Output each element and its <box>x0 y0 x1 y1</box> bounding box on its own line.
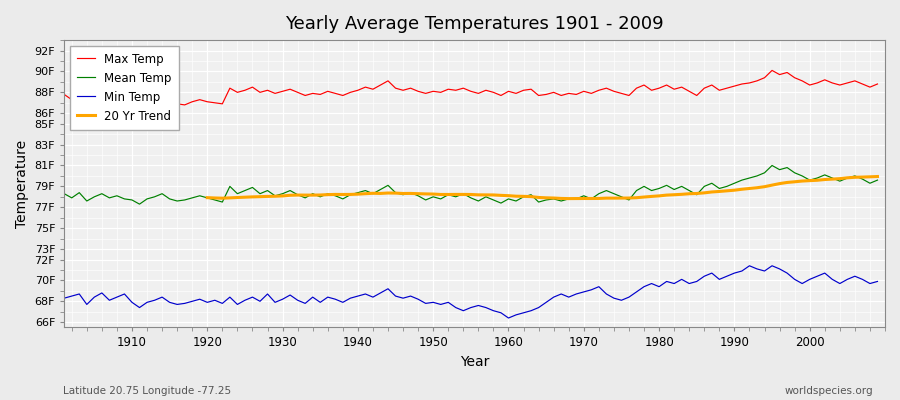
20 Yr Trend <box>563 196 574 201</box>
Line: Mean Temp: Mean Temp <box>64 166 878 204</box>
X-axis label: Year: Year <box>460 355 490 369</box>
Min Temp <box>58 296 69 300</box>
Mean Temp <box>292 192 303 197</box>
Line: Min Temp: Min Temp <box>64 266 878 318</box>
Min Temp <box>503 316 514 320</box>
Max Temp <box>134 102 145 107</box>
Mean Temp <box>119 196 130 201</box>
20 Yr Trend <box>850 175 860 180</box>
Legend: Max Temp, Mean Temp, Min Temp, 20 Yr Trend: Max Temp, Mean Temp, Min Temp, 20 Yr Tre… <box>70 46 179 130</box>
Max Temp <box>292 90 303 95</box>
20 Yr Trend <box>202 195 212 200</box>
Mean Temp <box>338 196 348 201</box>
Min Temp <box>872 279 883 284</box>
Max Temp <box>510 91 521 96</box>
Min Temp <box>601 292 612 296</box>
Mean Temp <box>767 163 778 168</box>
Line: Max Temp: Max Temp <box>64 70 878 105</box>
Max Temp <box>58 92 69 97</box>
Max Temp <box>601 86 612 90</box>
Text: Latitude 20.75 Longitude -77.25: Latitude 20.75 Longitude -77.25 <box>63 386 231 396</box>
20 Yr Trend <box>292 193 303 198</box>
20 Yr Trend <box>405 191 416 196</box>
20 Yr Trend <box>782 180 793 185</box>
Max Temp <box>767 68 778 73</box>
Min Temp <box>510 312 521 317</box>
Text: worldspecies.org: worldspecies.org <box>785 386 873 396</box>
Title: Yearly Average Temperatures 1901 - 2009: Yearly Average Temperatures 1901 - 2009 <box>285 15 664 33</box>
Max Temp <box>872 82 883 86</box>
Max Temp <box>503 89 514 94</box>
Mean Temp <box>58 191 69 196</box>
Line: 20 Yr Trend: 20 Yr Trend <box>207 176 878 198</box>
Mean Temp <box>601 188 612 193</box>
Min Temp <box>119 292 130 296</box>
Min Temp <box>330 297 341 302</box>
Max Temp <box>338 93 348 98</box>
Min Temp <box>284 293 295 298</box>
20 Yr Trend <box>676 192 687 197</box>
Min Temp <box>744 263 755 268</box>
Mean Temp <box>510 199 521 204</box>
20 Yr Trend <box>767 183 778 188</box>
Mean Temp <box>503 196 514 201</box>
20 Yr Trend <box>872 174 883 179</box>
Mean Temp <box>872 178 883 182</box>
Mean Temp <box>134 202 145 206</box>
Max Temp <box>119 98 130 103</box>
Y-axis label: Temperature: Temperature <box>15 140 29 228</box>
Min Temp <box>496 310 507 315</box>
